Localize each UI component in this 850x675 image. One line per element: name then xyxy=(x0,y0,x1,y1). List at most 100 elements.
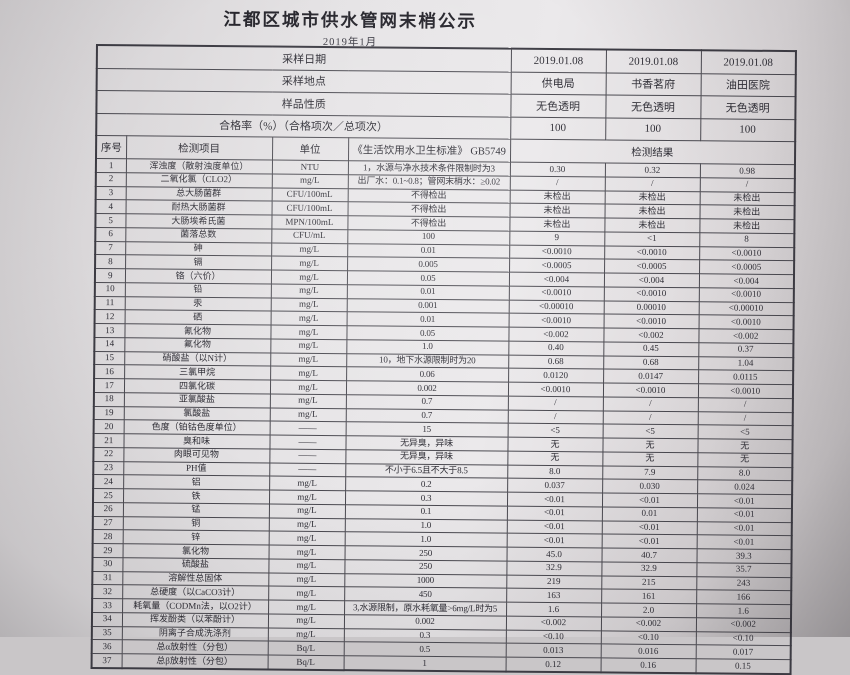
cell-result-1: 无 xyxy=(507,437,603,452)
cell-result-3: <0.01 xyxy=(696,521,792,536)
cell-standard: 0.01 xyxy=(347,243,510,259)
meta-value: 100 xyxy=(700,118,796,142)
cell-unit: mg/L xyxy=(271,242,348,257)
col-header-item: 检测项目 xyxy=(125,135,273,161)
cell-result-1: 0.12 xyxy=(505,657,601,673)
cell-result-2: 0.016 xyxy=(600,644,696,659)
cell-seq: 20 xyxy=(93,419,124,434)
meta-value: 无色透明 xyxy=(510,94,606,118)
cell-seq: 18 xyxy=(93,392,124,407)
cell-result-1: <0.0010 xyxy=(508,285,604,301)
cell-item: 砷 xyxy=(125,241,272,257)
cell-standard: 无异臭，异味 xyxy=(345,435,508,451)
cell-result-3: <0.004 xyxy=(698,273,795,289)
cell-seq: 37 xyxy=(91,653,122,668)
cell-item: 氯化物 xyxy=(122,543,269,559)
paper-sheet: 江都区城市供水管网末梢公示 2019年1月 采样日期 2019.01.08 20… xyxy=(90,9,797,675)
cell-result-3: <0.01 xyxy=(696,493,793,509)
cell-result-1: 0.0120 xyxy=(508,368,604,383)
cell-result-1: 9 xyxy=(509,230,605,246)
cell-item: 臭和味 xyxy=(123,433,270,449)
cell-seq: 8 xyxy=(95,254,126,269)
meta-value: 无色透明 xyxy=(605,94,701,119)
cell-standard: 1.0 xyxy=(344,518,507,534)
cell-unit: mg/L xyxy=(270,311,347,326)
cell-unit: CFU/mL xyxy=(271,228,348,244)
cell-unit: mg/L xyxy=(271,173,348,189)
meta-value: 油田医院 xyxy=(700,73,796,97)
cell-result-3: 0.017 xyxy=(695,645,791,660)
cell-unit: mg/L xyxy=(267,627,344,642)
cell-result-1: 0.013 xyxy=(505,643,601,658)
cell-standard: 1，水源与净水技术条件限制时为3 xyxy=(347,160,510,176)
cell-result-2: 2.0 xyxy=(601,602,697,618)
cell-standard: 1 xyxy=(343,655,506,672)
cell-seq: 22 xyxy=(93,447,124,462)
cell-standard: 250 xyxy=(344,545,507,561)
cell-standard: 15 xyxy=(345,421,508,438)
cell-seq: 33 xyxy=(92,598,123,613)
cell-result-1: 0.40 xyxy=(508,340,604,356)
cell-result-3: <0.0010 xyxy=(698,315,794,330)
cell-result-3: <0.0010 xyxy=(699,246,795,261)
cell-standard: 0.005 xyxy=(347,256,510,273)
cell-result-1: / xyxy=(507,395,603,411)
cell-result-2: / xyxy=(602,396,698,412)
cell-result-2: <0.002 xyxy=(600,616,697,632)
cell-item: 溶解性总固体 xyxy=(122,571,269,587)
cell-result-2: <0.002 xyxy=(603,327,699,343)
cell-item: 色度（铂钴色度单位） xyxy=(123,420,270,436)
cell-result-1: <5 xyxy=(507,423,603,438)
cell-result-1: 未检出 xyxy=(509,189,605,205)
col-header-standard: 《生活饮用水卫生标准》 GB5749 xyxy=(347,137,511,163)
cell-result-3: 未检出 xyxy=(699,205,795,220)
col-header-unit: 单位 xyxy=(271,137,349,161)
cell-unit: CFU/100mL xyxy=(271,187,348,202)
cell-standard: 1.0 xyxy=(346,339,509,355)
cell-result-1: 163 xyxy=(506,588,602,603)
cell-standard: 0.01 xyxy=(346,311,509,328)
cell-unit: mg/L xyxy=(271,256,348,271)
cell-result-3: 0.0115 xyxy=(698,370,794,385)
table-body: 1 浑浊度（散射浊度单位） NTU 1，水源与净水技术条件限制时为3 0.30 0.32 0… xyxy=(91,158,795,674)
cell-standard: 出厂水：0.1~0.8；管网末梢水：≥0.02 xyxy=(347,174,510,190)
cell-unit: mg/L xyxy=(268,586,345,601)
cell-result-2: 无 xyxy=(602,451,698,467)
cell-result-2: 0.00010 xyxy=(603,300,699,316)
cell-result-1: 0.30 xyxy=(509,162,605,177)
cell-seq: 25 xyxy=(93,488,124,503)
cell-item: 四氯化碳 xyxy=(123,378,271,394)
cell-seq: 1 xyxy=(95,158,126,173)
cell-result-2: 未检出 xyxy=(604,190,700,206)
cell-result-2: 7.9 xyxy=(602,465,698,481)
cell-item: PH值 xyxy=(123,461,270,477)
cell-item: 铬（六价） xyxy=(124,268,272,284)
cell-unit: —— xyxy=(269,435,346,450)
cell-standard: 0.06 xyxy=(346,366,509,383)
cell-result-2: 未检出 xyxy=(604,204,700,219)
meta-value: 100 xyxy=(605,117,701,141)
cell-result-1: 219 xyxy=(506,574,602,590)
cell-result-3: 35.7 xyxy=(696,562,792,578)
cell-item: 耐热大肠菌群 xyxy=(125,200,272,216)
cell-result-3: 0.98 xyxy=(699,163,795,179)
cell-result-1: <0.002 xyxy=(508,327,604,342)
cell-item: 铅 xyxy=(124,282,271,298)
cell-item: 二氧化氯（CLO2） xyxy=(125,172,272,188)
cell-seq: 9 xyxy=(94,268,126,283)
cell-seq: 17 xyxy=(93,378,125,393)
cell-unit: mg/L xyxy=(269,476,346,491)
cell-standard: 250 xyxy=(344,559,507,575)
cell-result-3: 未检出 xyxy=(699,218,795,234)
cell-result-3: / xyxy=(697,397,793,413)
cell-result-1: <0.01 xyxy=(506,505,602,521)
cell-unit: mg/L xyxy=(269,407,346,422)
cell-unit: mg/L xyxy=(268,490,346,505)
cell-result-1: <0.01 xyxy=(506,519,602,535)
cell-item: 亚氯酸盐 xyxy=(123,392,270,408)
cell-seq: 3 xyxy=(95,186,126,201)
cell-unit: mg/L xyxy=(270,325,347,340)
cell-seq: 6 xyxy=(95,227,126,242)
cell-result-3: <0.002 xyxy=(695,617,792,633)
cell-result-1: 未检出 xyxy=(509,217,605,232)
